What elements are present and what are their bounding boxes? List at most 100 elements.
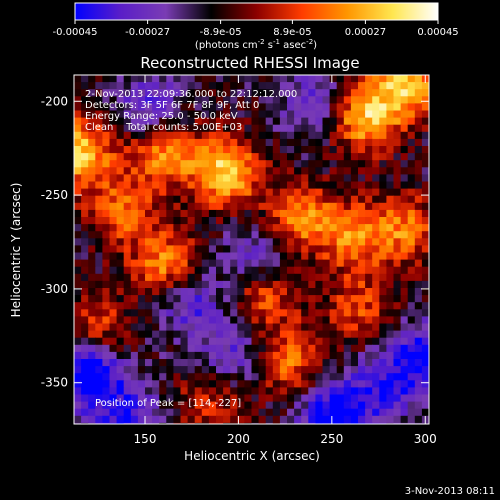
heatmap-cell — [315, 302, 324, 310]
heatmap-cell — [116, 124, 125, 133]
heatmap-cell — [272, 359, 281, 367]
heatmap-cell — [379, 302, 387, 310]
heatmap-cell — [329, 153, 338, 161]
heatmap-cell — [130, 422, 139, 424]
heatmap-cell — [272, 238, 281, 246]
heatmap-cell — [237, 195, 245, 204]
heatmap-cell — [201, 394, 210, 403]
heatmap-cell — [358, 245, 366, 254]
heatmap-cell — [244, 131, 253, 140]
heatmap-cell — [294, 217, 302, 225]
heatmap-cell — [379, 188, 387, 197]
heatmap-cell — [244, 422, 253, 424]
heatmap-cell — [279, 380, 288, 388]
heatmap-cell — [421, 302, 429, 310]
heatmap-cell — [145, 195, 153, 204]
heatmap-cell — [350, 380, 359, 388]
heatmap-cell — [88, 280, 96, 289]
heatmap-cell — [279, 302, 288, 310]
heatmap-cell — [350, 387, 359, 396]
heatmap-cell — [379, 224, 387, 232]
heatmap-cell — [372, 146, 380, 154]
heatmap-cell — [223, 217, 231, 225]
heatmap-cell — [145, 366, 153, 374]
heatmap-cell — [130, 174, 139, 183]
heatmap-cell — [216, 110, 224, 119]
heatmap-cell — [173, 302, 182, 310]
heatmap-cell — [400, 337, 409, 346]
heatmap-cell — [287, 302, 295, 310]
heatmap-cell — [201, 117, 210, 126]
heatmap-cell — [400, 309, 409, 317]
heatmap-cell — [372, 408, 380, 417]
heatmap-cell — [350, 82, 359, 90]
heatmap-cell — [88, 188, 96, 197]
heatmap-cell — [116, 231, 125, 239]
heatmap-cell — [336, 259, 345, 268]
heatmap-cell — [216, 422, 224, 424]
heatmap-cell — [201, 174, 210, 183]
heatmap-cell — [350, 266, 359, 275]
heatmap-cell — [301, 387, 309, 396]
heatmap-cell — [81, 259, 89, 268]
heatmap-cell — [322, 181, 331, 190]
heatmap-cell — [379, 337, 387, 346]
heatmap-cell — [208, 316, 217, 325]
heatmap-cell — [74, 415, 82, 424]
heatmap-cell — [308, 96, 316, 104]
heatmap-cell — [180, 295, 189, 303]
heatmap-cell — [88, 245, 96, 254]
heatmap-cell — [201, 195, 210, 204]
heatmap-cell — [159, 195, 167, 204]
heatmap-cell — [315, 89, 324, 97]
heatmap-cell — [358, 110, 366, 119]
heatmap-cell — [251, 96, 260, 104]
heatmap-cell — [265, 96, 274, 104]
heatmap-cell — [102, 110, 111, 119]
heatmap-cell — [400, 231, 409, 239]
heatmap-cell — [244, 245, 253, 254]
heatmap-cell — [88, 252, 96, 261]
heatmap-cell — [294, 167, 302, 175]
heatmap-cell — [223, 337, 231, 346]
heatmap-cell — [152, 167, 160, 175]
heatmap-cell — [336, 401, 345, 410]
heatmap-cell — [187, 131, 196, 140]
heatmap-cell — [109, 380, 118, 388]
heatmap-cell — [159, 231, 167, 239]
heatmap-cell — [145, 302, 153, 310]
heatmap-cell — [308, 146, 316, 154]
heatmap-cell — [123, 380, 132, 388]
heatmap-cell — [251, 117, 260, 126]
heatmap-cell — [216, 387, 224, 396]
heatmap-cell — [194, 295, 203, 303]
heatmap-cell — [329, 366, 338, 374]
heatmap-cell — [152, 387, 160, 396]
heatmap-cell — [301, 351, 309, 360]
heatmap-cell — [194, 89, 203, 97]
heatmap-cell — [294, 146, 302, 154]
heatmap-cell — [421, 131, 429, 140]
heatmap-cell — [372, 160, 380, 168]
heatmap-cell — [294, 202, 302, 211]
heatmap-cell — [244, 138, 253, 147]
heatmap-cell — [74, 174, 82, 183]
heatmap-cell — [74, 380, 82, 388]
heatmap-cell — [180, 181, 189, 190]
heatmap-cell — [88, 351, 96, 360]
heatmap-cell — [287, 209, 295, 218]
heatmap-cell — [343, 188, 352, 197]
heatmap-cell — [102, 117, 111, 126]
heatmap-cell — [336, 344, 345, 353]
heatmap-cell — [102, 394, 111, 403]
heatmap-cell — [379, 401, 387, 410]
heatmap-cell — [301, 202, 309, 211]
heatmap-cell — [358, 373, 366, 381]
heatmap-cell — [279, 273, 288, 282]
heatmap-cell — [244, 288, 253, 296]
heatmap-cell — [216, 344, 224, 353]
heatmap-cell — [81, 344, 89, 353]
heatmap-cell — [350, 295, 359, 303]
heatmap-cell — [379, 309, 387, 317]
heatmap-cell — [365, 280, 373, 289]
